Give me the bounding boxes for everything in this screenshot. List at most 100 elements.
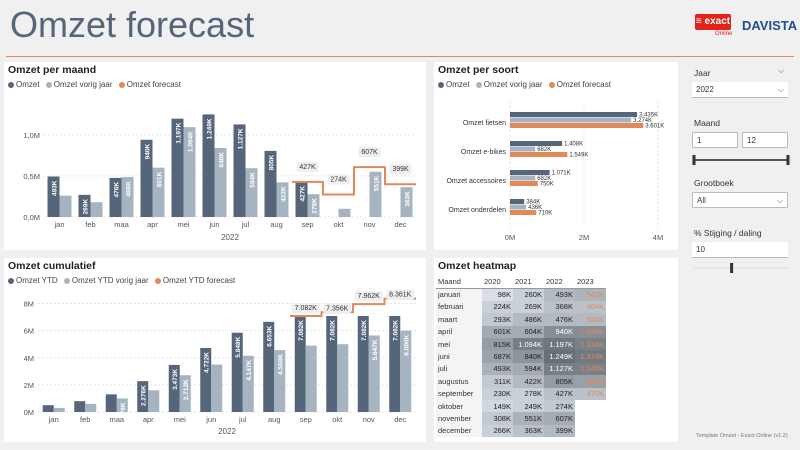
x-tick-label: 2M [579, 233, 589, 242]
bar-value-label: 384K [526, 200, 540, 206]
x-tick-label: okt [333, 220, 344, 229]
maand-to-input[interactable]: 12 [742, 132, 788, 148]
heatmap-row: september 230K 278K 427K 470K [436, 387, 606, 400]
category-label: Omzet accessoires [446, 178, 506, 185]
bar-label-omzet: 940K [145, 143, 152, 159]
forecast-label: 607K [361, 149, 378, 156]
legend-dot-omzet [438, 81, 444, 88]
maand-from-value: 1 [697, 136, 702, 145]
bar-label-ytd: 6.653K [267, 326, 274, 347]
chevron-down-icon: ⌵ [776, 196, 783, 205]
forecast-label-bg [323, 303, 352, 314]
davista-logo: DAVISTA [742, 18, 798, 33]
heatmap-value-cell: 260K [513, 288, 544, 301]
bar-forecast [510, 181, 538, 186]
bar-ytd-vorig-jaar [85, 403, 97, 412]
forecast-label: 399K [392, 166, 409, 173]
heatmap-month-cell: oktober [436, 399, 482, 413]
x-tick-label: feb [85, 220, 95, 229]
bar-vorig-jaar [152, 167, 165, 217]
bar-label-ytd-vorig: 2.712K [183, 379, 190, 400]
legend-dot-ytd-forecast [154, 277, 161, 284]
heatmap-value-cell: 149K [482, 399, 513, 413]
bar-value-label: 3.435K [639, 113, 658, 119]
x-tick-label: maa [114, 220, 129, 229]
bar-label-vorig-jaar: 422K [281, 186, 288, 202]
bar-forecast [510, 152, 568, 157]
x-tick-label: aug [270, 220, 283, 229]
heatmap-row: december 266K 363K 399K [436, 424, 606, 438]
x-tick-label: aug [268, 415, 281, 424]
grootboek-dropdown[interactable]: All ⌵ [692, 192, 788, 208]
slider-handle-from [692, 155, 696, 165]
forecast-label-bg [389, 164, 412, 175]
heatmap-month-cell: april [436, 325, 482, 338]
x-tick-label: dec [394, 415, 406, 424]
heatmap-value-cell: 266K [482, 424, 513, 438]
bar-omzet-ytd [168, 364, 180, 412]
y-tick-label: 0M [24, 408, 34, 417]
bar-label-ytd: 7.082K [361, 320, 368, 341]
bar-vorig-jaar [510, 175, 536, 181]
legend-ytd-forecast: Omzet YTD forecast [162, 276, 236, 285]
bar-label-vorig-jaar: 1.094K [188, 131, 195, 152]
heatmap-header: 2022 [544, 276, 575, 289]
heatmap-value-cell: 399K [544, 424, 575, 438]
bar-label-omzet: 1.197K [176, 122, 183, 143]
bar-value-label: 3.274K [633, 118, 652, 124]
heatmap-row: februari 224K 269K 368K 404K [436, 300, 606, 314]
heatmap-value-cell: 542K [575, 288, 606, 301]
x-tick-label: 4M [653, 233, 663, 242]
heatmap-header: 2021 [513, 276, 544, 289]
heatmap-value-cell: 274K [544, 399, 575, 413]
jaar-dropdown[interactable]: 2022 ⌵ [692, 82, 788, 98]
heatmap-value-cell: 404K [575, 300, 606, 314]
panel-title: Omzet cumulatief [8, 260, 96, 272]
bar-omzet-ytd [357, 315, 369, 412]
heatmap-value-cell: 1.316K [575, 337, 606, 351]
heatmap-value-cell: 293K [482, 313, 513, 326]
heatmap-value-cell: 815K [482, 337, 513, 351]
panel-omzet-per-soort: Omzet per soort Omzet Omzet vorig jaar O… [434, 62, 678, 250]
panel-omzet-heatmap: Omzet heatmap Maand 2020 2021 2022 2023 … [434, 258, 678, 442]
exact-logo: ≡ exact [695, 14, 731, 30]
heatmap-table: Maand 2020 2021 2022 2023 januari 98K 260K… [436, 276, 606, 438]
grootboek-label: Grootboek [694, 178, 734, 188]
heatmap-value-cell: 1.249K [544, 350, 575, 363]
heatmap-header: 2020 [482, 276, 513, 289]
forecast-line [292, 166, 416, 196]
heatmap-value-cell: 493K [482, 362, 513, 376]
bar-omzet-ytd [294, 315, 306, 412]
legend-ytd: Omzet YTD [16, 276, 58, 285]
bar-omzet-ytd [42, 405, 54, 412]
x-tick-label: feb [80, 415, 90, 424]
heatmap-value-cell: 476K [544, 313, 575, 326]
chevron-down-icon[interactable]: ⌵ [778, 66, 785, 75]
y-tick-label: 0,5M [23, 172, 40, 181]
maand-from-input[interactable]: 1 [692, 132, 738, 148]
maand-slider[interactable] [686, 150, 796, 170]
bar-vorig-jaar [338, 208, 351, 217]
category-label: Omzet e-bikes [461, 149, 507, 156]
stijging-slider[interactable] [686, 258, 796, 278]
page-title: Omzet forecast [10, 4, 255, 45]
bar-label-omzet: 427K [300, 186, 307, 202]
heatmap-month-cell: januari [436, 288, 482, 301]
bar-label-vorig-jaar: 601K [157, 171, 164, 187]
stijging-input[interactable]: 10 [692, 242, 788, 258]
bar-label-ytd-vorig: 5.647K [372, 339, 379, 360]
heatmap-value-cell: 230K [482, 387, 513, 400]
header: Omzet forecast ≡ exact Online DAVISTA [0, 0, 800, 56]
bar-omzet [295, 181, 308, 217]
legend-forecast: Omzet forecast [556, 80, 611, 89]
category-label: Omzet onderdelen [448, 207, 506, 214]
bar-omzet-ytd [137, 381, 149, 412]
y-tick-label: 1,0M [23, 131, 40, 140]
forecast-label: 427K [299, 164, 316, 171]
x-tick-label: sep [300, 415, 312, 424]
heatmap-row: mei 815K 1.094K 1.197K 1.316K [436, 337, 606, 351]
bar-ytd-vorig-jaar [179, 375, 191, 412]
omzet-per-maand-chart: 0,0M 0,5M 1,0M 493K jan 269K feb 476K 486K maa 940… [23, 114, 416, 242]
heatmap-month-cell: december [436, 424, 482, 438]
y-tick-label: 2M [24, 381, 34, 390]
